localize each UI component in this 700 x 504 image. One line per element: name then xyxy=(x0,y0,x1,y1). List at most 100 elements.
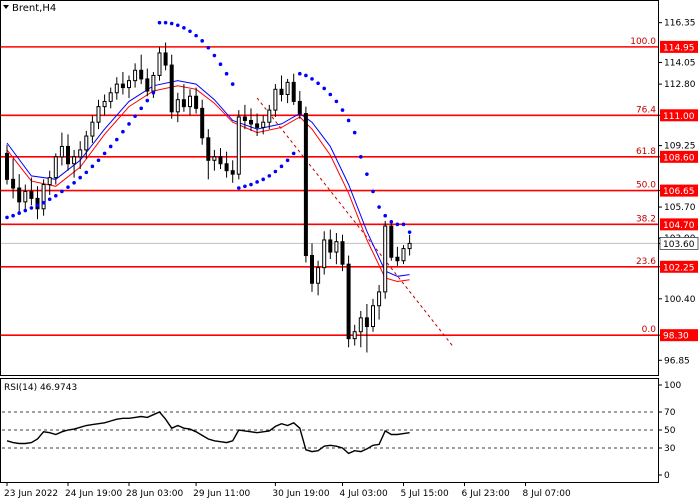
candle-body xyxy=(364,317,369,328)
sar-dot xyxy=(115,137,119,142)
price-panel-frame xyxy=(0,0,659,376)
sar-dot xyxy=(237,186,241,190)
rsi-line xyxy=(6,411,410,455)
rsi-layer xyxy=(2,411,656,455)
fib-level-ratio: 0.0 xyxy=(642,325,657,335)
sar-dot xyxy=(285,158,290,163)
sar-dot xyxy=(84,170,89,175)
fib-price-badge-text: 98.30 xyxy=(663,332,689,342)
sar-dot xyxy=(169,21,174,26)
fib-price-badge xyxy=(660,218,698,231)
fib-price-badge-text: 111.00 xyxy=(663,112,695,122)
sar-dot xyxy=(377,205,381,209)
sar-dot xyxy=(108,144,113,149)
candle-body xyxy=(346,263,351,340)
candle-body xyxy=(310,255,314,284)
sar-dot xyxy=(90,164,95,169)
candle-body xyxy=(291,81,296,102)
sar-dot xyxy=(291,151,296,156)
sar-dot xyxy=(29,206,34,210)
fib-level-ratio: 61.8 xyxy=(636,147,656,157)
candle-body xyxy=(230,170,235,175)
sar-dot xyxy=(304,73,308,78)
candle-body xyxy=(255,123,260,128)
rsi-axis-label: 100 xyxy=(664,381,681,391)
sar-dot xyxy=(66,185,70,189)
sar-dot xyxy=(133,114,137,118)
candle-body xyxy=(151,74,156,92)
sar-dot xyxy=(35,203,40,208)
candle-body xyxy=(407,242,412,250)
price-axis-label: 116.35 xyxy=(664,19,696,29)
candle-body xyxy=(139,69,144,80)
sar-dot xyxy=(267,174,272,178)
sar-dot xyxy=(249,182,253,187)
sar-dot xyxy=(96,158,101,163)
candle-body xyxy=(114,83,119,94)
candle-body xyxy=(72,156,77,165)
sar-dot xyxy=(11,213,15,218)
sar-dot xyxy=(346,118,351,123)
fib-price-badge-text: 114.95 xyxy=(663,43,695,53)
fib-price-badge-text: 106.65 xyxy=(663,187,695,197)
sar-dot xyxy=(224,71,229,76)
sar-dot xyxy=(279,164,284,169)
sar-dot xyxy=(127,122,131,126)
candle-body xyxy=(297,100,302,115)
candle-body xyxy=(175,99,180,113)
candle-body xyxy=(236,116,241,175)
time-axis-label: 4 Jul 03:00 xyxy=(340,489,389,499)
fib-price-badge xyxy=(660,109,698,122)
fib-price-badge-text: 104.70 xyxy=(663,221,695,231)
current-price-badge-text: 103.60 xyxy=(663,240,695,250)
time-axis-label: 5 Jul 15:00 xyxy=(401,489,450,499)
sar-dot xyxy=(243,184,247,189)
sar-dot xyxy=(194,33,198,38)
time-axis-label: 29 Jun 11:00 xyxy=(193,489,250,499)
price-axis-label: 96.85 xyxy=(664,356,690,366)
time-axis-label: 23 Jun 2022 xyxy=(4,489,58,499)
sar-dot xyxy=(60,189,64,194)
time-axis-label: 24 Jun 19:00 xyxy=(65,489,122,499)
moving-averages-layer xyxy=(6,80,410,283)
candle-body xyxy=(66,145,70,165)
candle-body xyxy=(11,178,16,189)
sar-dot xyxy=(41,200,46,205)
sar-dot xyxy=(230,82,235,86)
trend-line-layer xyxy=(256,97,453,346)
candle-body xyxy=(267,109,272,123)
candle-body xyxy=(242,116,247,121)
candle-body xyxy=(133,69,138,82)
candle-body xyxy=(224,163,229,172)
candle-body xyxy=(371,305,375,328)
sar-dot xyxy=(218,62,223,66)
fib-price-badge-text: 102.25 xyxy=(663,263,695,273)
title-group: Brent,H4 xyxy=(3,3,56,14)
current-price-badge xyxy=(659,237,699,250)
candle-body xyxy=(90,121,95,137)
candle-body xyxy=(5,152,9,180)
candle-body xyxy=(108,92,113,102)
sar-dot xyxy=(5,215,9,220)
candle-body xyxy=(249,119,253,125)
fib-level-ratio: 100.0 xyxy=(630,37,656,47)
sar-dot xyxy=(401,222,406,227)
sar-dot xyxy=(371,189,375,194)
candle-body xyxy=(41,184,46,210)
title-triangle-icon xyxy=(3,5,9,9)
sar-dot xyxy=(78,175,82,180)
time-axis-label: 28 Jun 03:00 xyxy=(126,489,183,499)
rsi-axis-label: 70 xyxy=(664,408,676,418)
candle-body xyxy=(328,239,333,253)
candle-body xyxy=(163,52,168,66)
rsi-axis-label: 30 xyxy=(664,444,676,454)
candle-body xyxy=(340,241,345,265)
sar-dot xyxy=(139,106,143,111)
candle-body xyxy=(383,225,388,293)
fib-level-ratio: 76.4 xyxy=(636,105,656,115)
candle-body xyxy=(84,135,89,151)
sar-dot xyxy=(359,155,363,159)
candle-body xyxy=(273,88,278,111)
time-axis-label: 6 Jul 23:00 xyxy=(462,489,511,499)
